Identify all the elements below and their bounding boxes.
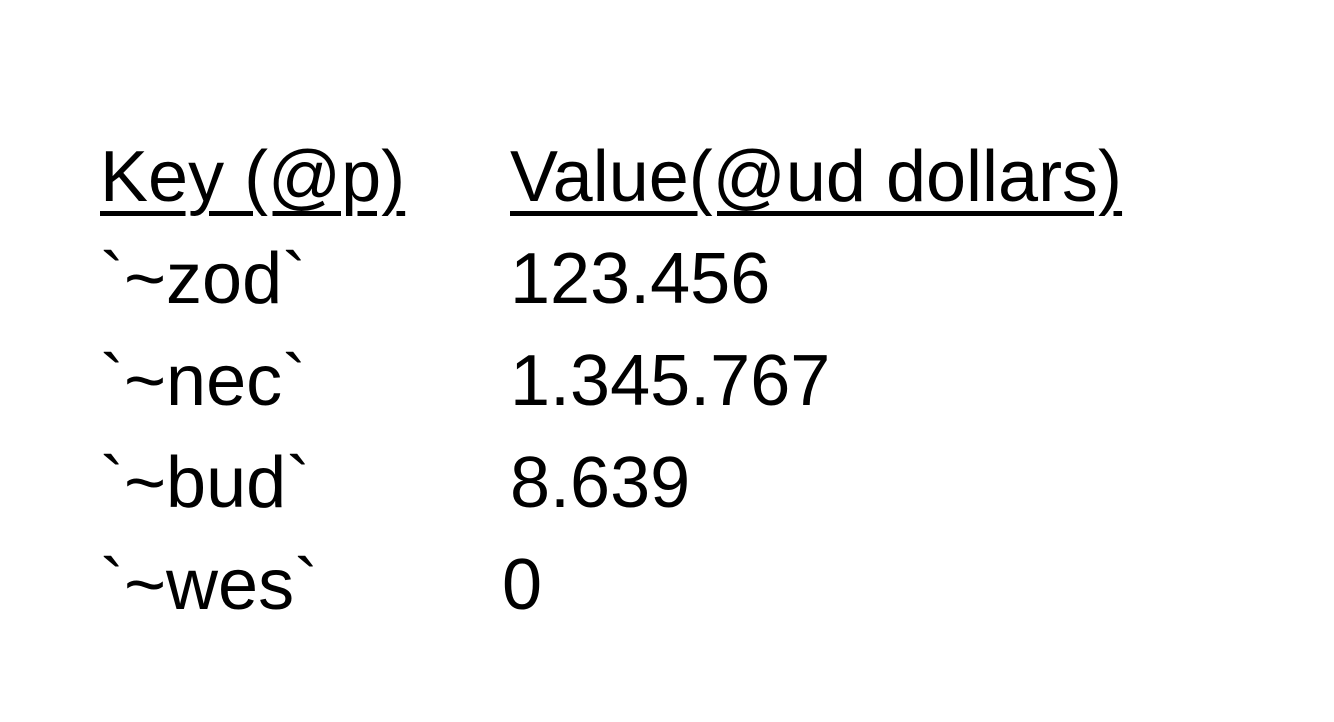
table-body: `~zod` 123.456 `~nec` 1.345.767 `~bud` 8… xyxy=(100,228,1210,636)
key-column-header: Key (@p) xyxy=(100,137,406,217)
table-row: `~wes` 0 xyxy=(100,534,1210,636)
table-row: `~nec` 1.345.767 xyxy=(100,330,1210,432)
value-cell: 8.639 xyxy=(510,443,691,523)
value-cell: 0 xyxy=(502,545,543,625)
key-cell: `~zod` xyxy=(100,239,307,319)
key-value-table: Key (@p) Value(@ud dollars) `~zod` 123.4… xyxy=(100,126,1210,636)
key-cell: `~nec` xyxy=(100,341,307,421)
key-cell: `~wes` xyxy=(100,545,319,625)
value-column-header: Value(@ud dollars) xyxy=(510,137,1123,217)
header-row: Key (@p) Value(@ud dollars) xyxy=(100,126,1210,228)
value-cell: 123.456 xyxy=(510,239,771,319)
table-header: Key (@p) Value(@ud dollars) xyxy=(100,126,1210,228)
key-cell: `~bud` xyxy=(100,443,311,523)
table-row: `~bud` 8.639 xyxy=(100,432,1210,534)
table-row: `~zod` 123.456 xyxy=(100,228,1210,330)
value-cell: 1.345.767 xyxy=(510,341,831,421)
